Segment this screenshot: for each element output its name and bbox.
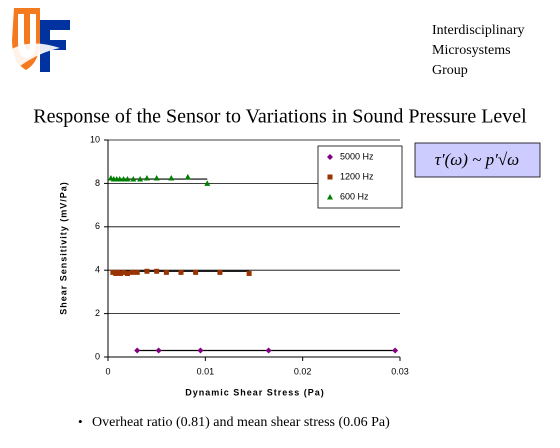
y-tick-label: 0 — [95, 351, 100, 361]
marker — [154, 268, 160, 274]
marker — [137, 176, 144, 182]
y-axis-label: Shear Sensitivity (mV/Pa) — [58, 181, 68, 315]
chart-title: Response of the Sensor to Variations in … — [33, 106, 527, 128]
marker — [116, 176, 123, 182]
marker — [121, 269, 127, 275]
y-tick-label: 10 — [90, 134, 100, 144]
marker — [197, 347, 204, 354]
marker — [217, 269, 223, 275]
marker — [155, 347, 162, 354]
x-tick-label: 0.03 — [391, 366, 409, 376]
group-line: Interdisciplinary — [432, 23, 525, 38]
marker — [144, 268, 150, 274]
x-tick-label: 0.01 — [197, 366, 215, 376]
marker — [204, 180, 211, 186]
marker — [134, 269, 140, 275]
bullet-text: Overheat ratio (0.81) and mean shear str… — [92, 415, 390, 430]
legend-label: 5000 Hz — [340, 151, 374, 161]
marker — [143, 174, 150, 181]
y-tick-label: 2 — [95, 308, 100, 318]
bullet-dot: • — [78, 414, 83, 429]
y-tick-label: 4 — [95, 265, 100, 275]
marker — [120, 176, 127, 182]
marker — [124, 176, 131, 182]
legend-marker — [327, 154, 333, 160]
formula-box — [414, 142, 541, 178]
marker — [124, 270, 130, 276]
group-line: Microsystems — [432, 43, 511, 58]
marker — [129, 269, 135, 275]
marker — [168, 174, 175, 181]
marker — [130, 176, 137, 182]
x-tick-label: 0 — [105, 366, 110, 376]
marker — [134, 347, 141, 354]
marker — [265, 347, 272, 354]
legend-label: 600 Hz — [340, 191, 369, 201]
marker — [193, 269, 199, 275]
x-tick-label: 0.02 — [294, 366, 312, 376]
marker — [153, 174, 160, 181]
y-tick-label: 8 — [95, 178, 100, 188]
marker — [184, 173, 191, 180]
x-axis-label: Dynamic Shear Stress (Pa) — [185, 387, 325, 397]
logo — [10, 8, 70, 72]
marker — [392, 347, 399, 354]
legend-label: 1200 Hz — [340, 171, 374, 181]
legend-marker — [327, 174, 333, 180]
marker — [178, 269, 184, 275]
legend-marker — [327, 194, 333, 200]
marker — [163, 269, 169, 275]
group-line: Group — [432, 63, 468, 78]
y-tick-label: 6 — [95, 221, 100, 231]
formula: τ′(ω) ~ p′√ω — [435, 150, 519, 169]
marker — [246, 270, 252, 276]
